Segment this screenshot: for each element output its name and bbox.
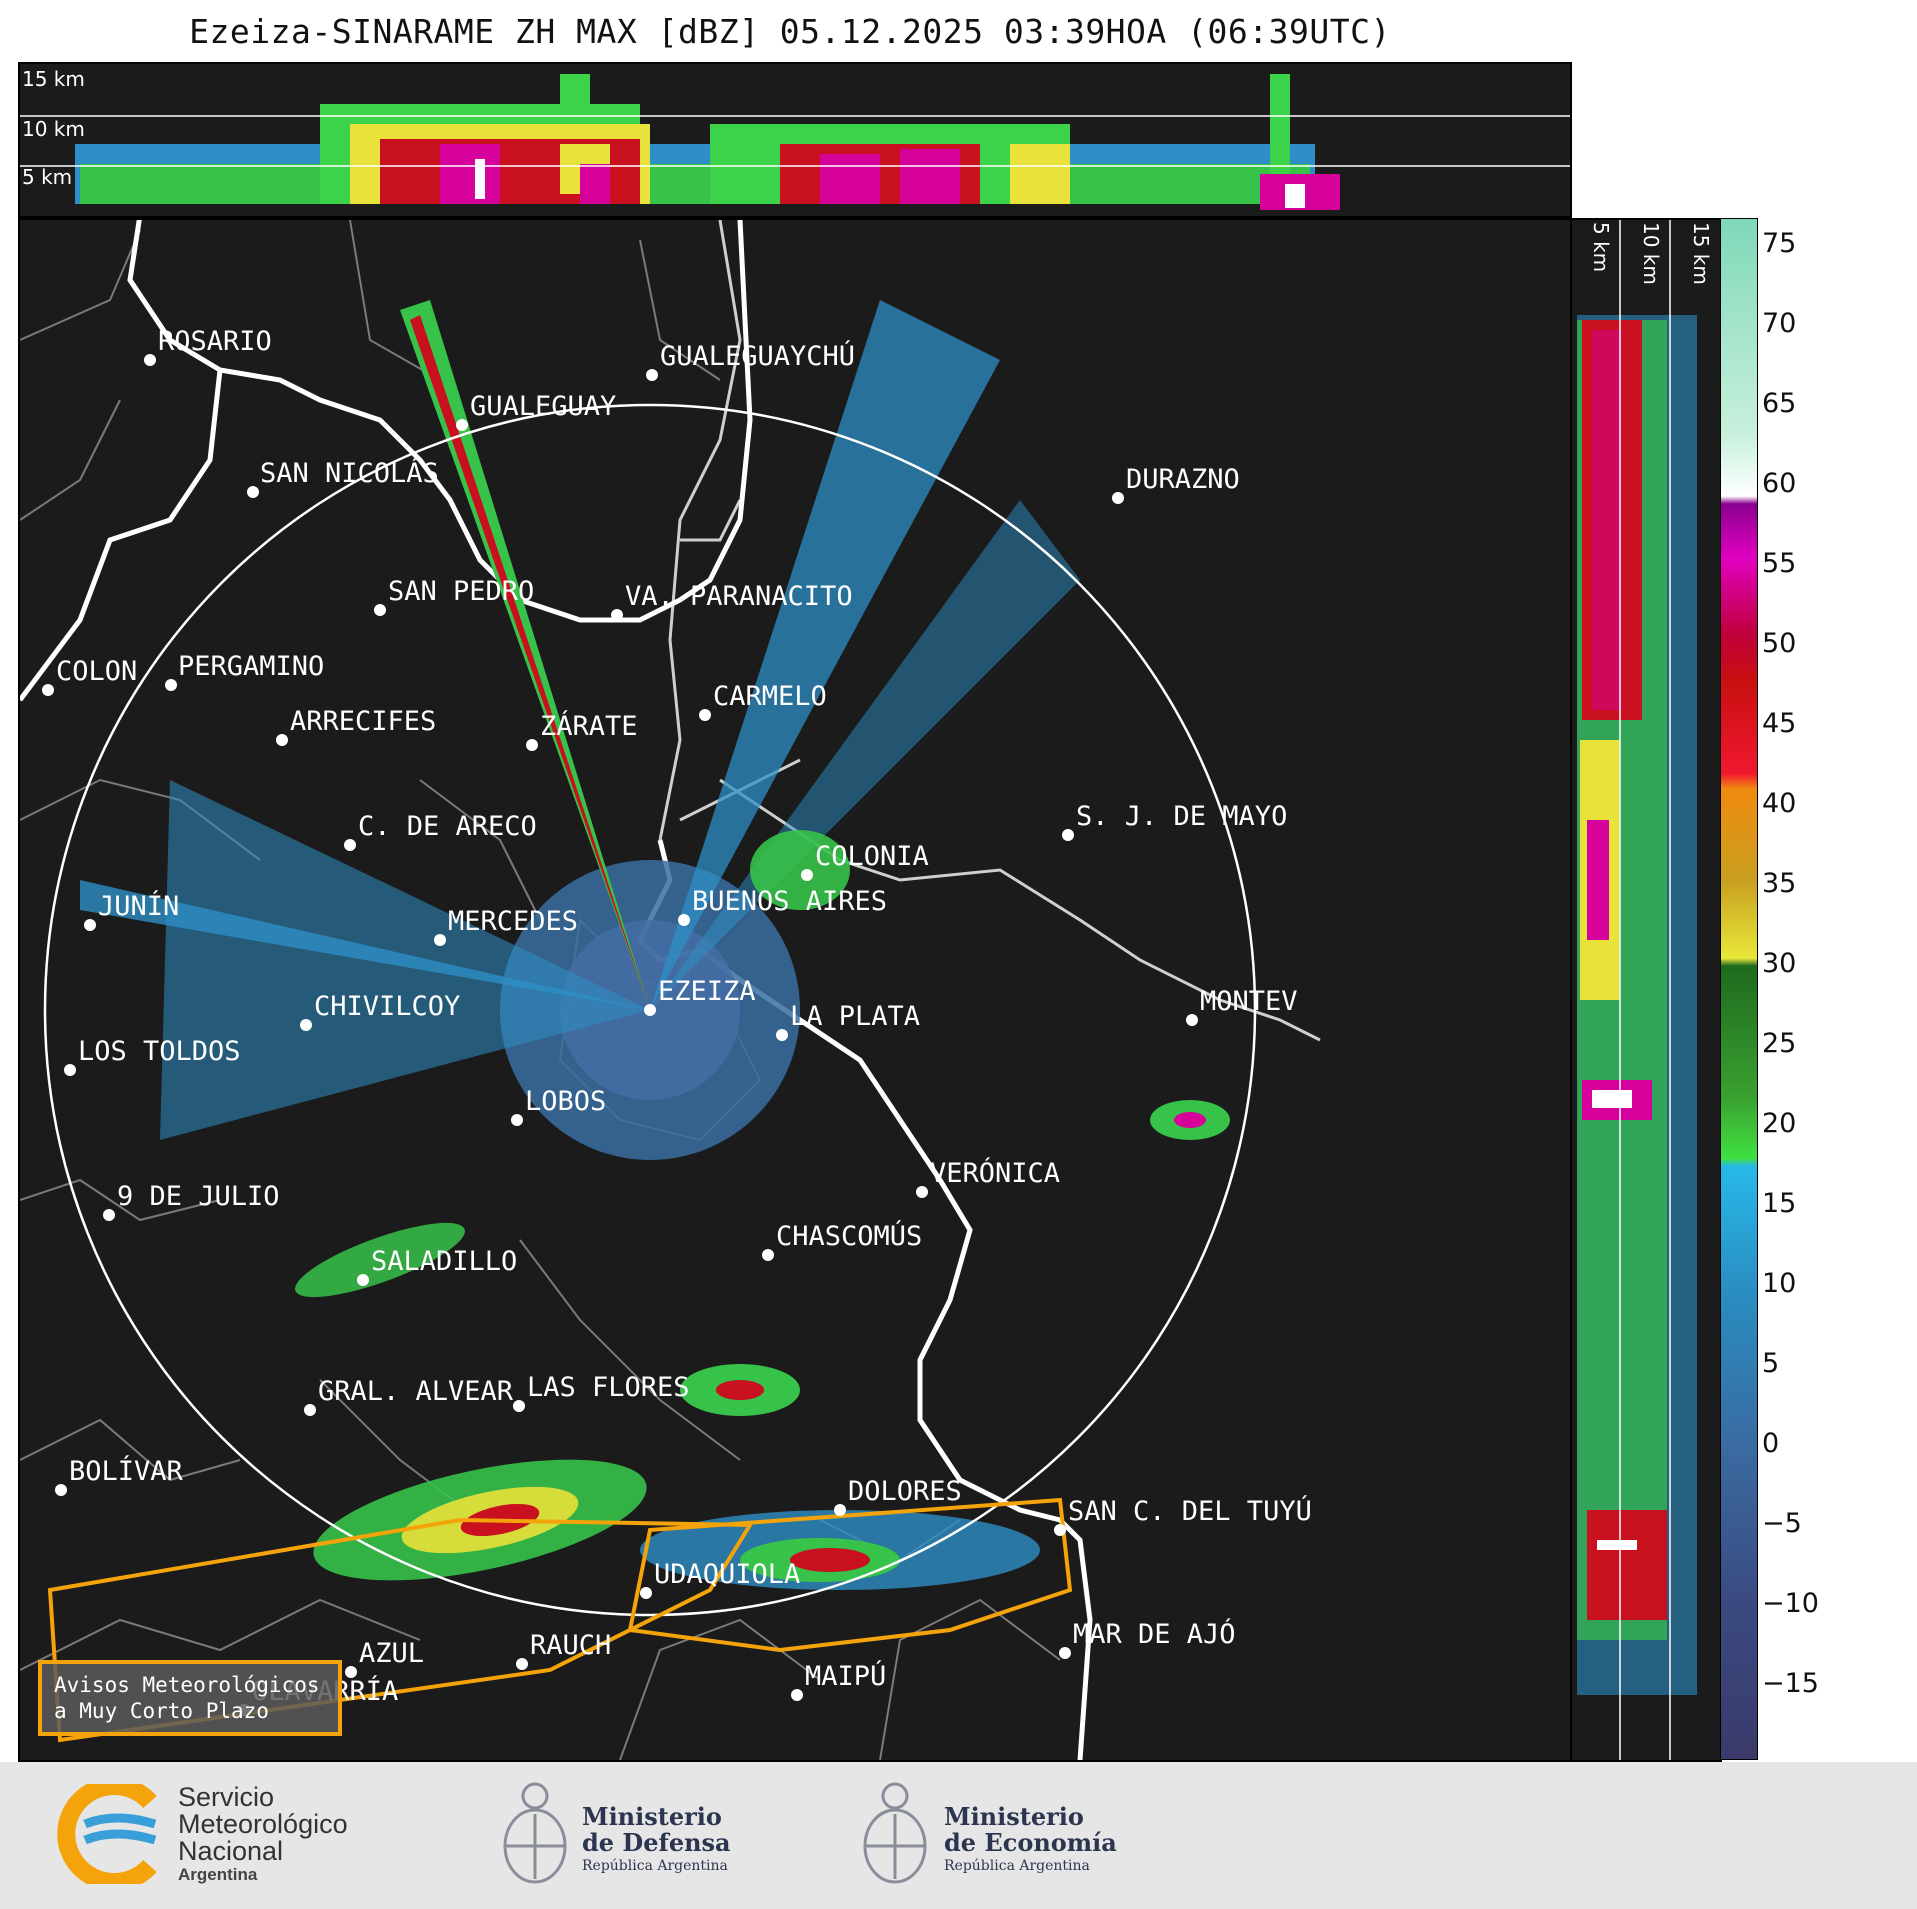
cb-tick-50: 50 xyxy=(1762,628,1797,659)
city-buenos-aires: BUENOS AIRES xyxy=(692,886,887,917)
city-carmelo: CARMELO xyxy=(713,681,827,712)
city-san-pedro: SAN PEDRO xyxy=(388,576,534,607)
smn-line2: Meteorológico xyxy=(178,1809,348,1839)
city-durazno: DURAZNO xyxy=(1126,464,1240,495)
city-rauch: RAUCH xyxy=(530,1630,611,1661)
cb-tick-65: 65 xyxy=(1762,388,1797,419)
cb-tick-30: 30 xyxy=(1762,948,1797,979)
city-chascomus: CHASCOMÚS xyxy=(776,1220,922,1252)
top-height-10km: 10 km xyxy=(22,117,85,141)
warning-polygons xyxy=(47,1497,1073,1743)
city-va-paranacito: VA. PARANACITO xyxy=(625,581,853,612)
range-ring xyxy=(43,403,1257,1617)
city-chivilcoy: CHIVILCOY xyxy=(314,991,460,1022)
cb-tick-15: 15 xyxy=(1762,1188,1797,1219)
cb-tick-70: 70 xyxy=(1762,308,1797,339)
radar-map-panel: ROSARIO GUALEGUAYCHÚ GUALEGUAY SAN NICOL… xyxy=(18,218,1572,1762)
side-echo-band xyxy=(1577,315,1697,1695)
economia-coat-of-arms-icon xyxy=(863,1782,927,1884)
cb-tick-minus10: −10 xyxy=(1762,1588,1819,1619)
city-dolores: DOLORES xyxy=(848,1476,962,1507)
city-gualeguaychu: GUALEGUAYCHÚ xyxy=(660,340,855,372)
city-bolivar: BOLÍVAR xyxy=(69,1455,184,1487)
city-mercedes: MERCEDES xyxy=(448,906,578,937)
defensa-line2: de Defensa xyxy=(582,1828,731,1857)
city-sj-de-mayo: S. J. DE MAYO xyxy=(1076,801,1287,832)
cb-tick-55: 55 xyxy=(1762,548,1797,579)
top-height-5km: 5 km xyxy=(22,165,72,189)
economia-line2: de Economía xyxy=(944,1828,1117,1857)
side-height-10km: 10 km xyxy=(1639,222,1663,285)
defensa-text: Ministerio de Defensa República Argentin… xyxy=(582,1804,731,1876)
city-pergamino: PERGAMINO xyxy=(178,651,324,682)
dbz-colorbar xyxy=(1720,218,1758,1760)
city-la-plata: LA PLATA xyxy=(790,1001,920,1032)
city-gualeguay: GUALEGUAY xyxy=(470,391,616,422)
city-rosario: ROSARIO xyxy=(158,326,272,357)
city-montevideo: MONTEV xyxy=(1200,986,1298,1017)
city-colon: COLON xyxy=(56,656,137,687)
smn-line3: Nacional xyxy=(178,1836,284,1866)
map-title: Ezeiza-SINARAME ZH MAX [dBZ] 05.12.2025 … xyxy=(189,12,1391,51)
cb-tick-60: 60 xyxy=(1762,468,1797,499)
smn-line1: Servicio xyxy=(178,1782,275,1812)
city-las-flores: LAS FLORES xyxy=(527,1372,690,1403)
defensa-coat-of-arms-icon xyxy=(503,1782,567,1884)
city-c-de-areco: C. DE ARECO xyxy=(358,811,537,842)
cb-tick-45: 45 xyxy=(1762,708,1797,739)
radar-echoes xyxy=(80,300,1230,1590)
defensa-line3: República Argentina xyxy=(582,1858,728,1874)
city-gral-alvear: GRAL. ALVEAR xyxy=(318,1376,514,1407)
city-azul: AZUL xyxy=(359,1638,424,1669)
cb-tick-35: 35 xyxy=(1762,868,1797,899)
smn-line4: Argentina xyxy=(178,1865,258,1884)
economia-line3: República Argentina xyxy=(944,1858,1090,1874)
cb-tick-25: 25 xyxy=(1762,1028,1797,1059)
side-cross-section-panel: 5 km 10 km 15 km xyxy=(1570,218,1722,1762)
cb-tick-20: 20 xyxy=(1762,1108,1797,1139)
city-junin: JUNÍN xyxy=(98,890,179,922)
city-san-c-del-tuyu: SAN C. DEL TUYÚ xyxy=(1068,1495,1312,1527)
cb-tick-5: 5 xyxy=(1762,1348,1780,1379)
cb-tick-10: 10 xyxy=(1762,1268,1797,1299)
avisos-line1: Avisos Meteorológicos xyxy=(54,1673,320,1697)
avisos-legend-box: Avisos Meteorológicos a Muy Corto Plazo xyxy=(38,1660,342,1736)
avisos-line2: a Muy Corto Plazo xyxy=(54,1699,269,1723)
city-9-de-julio: 9 DE JULIO xyxy=(117,1181,280,1212)
city-saladillo: SALADILLO xyxy=(371,1246,517,1277)
side-height-5km: 5 km xyxy=(1589,222,1613,272)
cb-tick-75: 75 xyxy=(1762,228,1797,259)
city-zarate: ZÁRATE xyxy=(540,710,638,742)
smn-logo-icon xyxy=(57,1784,157,1884)
city-mar-de-ajo: MAR DE AJÓ xyxy=(1073,1618,1236,1650)
city-udaquiola: UDAQUIOLA xyxy=(654,1559,800,1590)
side-height-15km: 15 km xyxy=(1689,222,1713,285)
top-echo-band xyxy=(75,74,1340,210)
city-veronica: VERÓNICA xyxy=(930,1157,1060,1189)
city-maipu: MAIPÚ xyxy=(805,1660,886,1692)
city-arrecifes: ARRECIFES xyxy=(290,706,436,737)
cb-tick-minus15: −15 xyxy=(1762,1668,1819,1699)
cb-tick-0: 0 xyxy=(1762,1428,1780,1459)
city-ezeiza: EZEIZA xyxy=(658,976,756,1007)
cb-tick-40: 40 xyxy=(1762,788,1797,819)
city-los-toldos: LOS TOLDOS xyxy=(78,1036,241,1067)
top-height-15km: 15 km xyxy=(22,67,85,91)
city-lobos: LOBOS xyxy=(525,1086,606,1117)
city-san-nicolas: SAN NICOLÁS xyxy=(260,457,439,489)
city-labels: ROSARIO GUALEGUAYCHÚ GUALEGUAY SAN NICOL… xyxy=(56,326,1312,1707)
top-cross-section-panel: 15 km 10 km 5 km xyxy=(18,62,1572,218)
footer-logos: Servicio Meteorológico Nacional Argentin… xyxy=(0,1762,1917,1909)
defensa-line1: Ministerio xyxy=(582,1802,722,1831)
economia-text: Ministerio de Economía República Argenti… xyxy=(944,1804,1117,1876)
city-colonia: COLONIA xyxy=(815,841,929,872)
cb-tick-minus5: −5 xyxy=(1762,1508,1802,1539)
economia-line1: Ministerio xyxy=(944,1802,1084,1831)
smn-text: Servicio Meteorológico Nacional Argentin… xyxy=(178,1784,348,1885)
